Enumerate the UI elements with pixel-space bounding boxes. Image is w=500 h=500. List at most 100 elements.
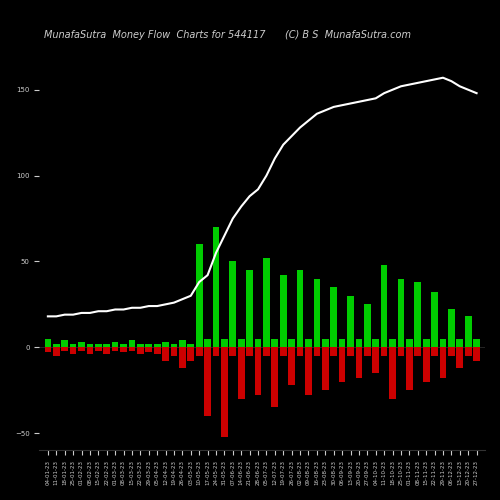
Bar bbox=[389, 348, 396, 399]
Bar bbox=[272, 338, 278, 347]
Bar bbox=[170, 348, 177, 356]
Bar bbox=[246, 270, 253, 347]
Bar bbox=[62, 348, 68, 350]
Bar bbox=[440, 348, 446, 378]
Bar bbox=[95, 344, 102, 348]
Bar bbox=[322, 348, 328, 390]
Bar bbox=[314, 348, 320, 356]
Bar bbox=[406, 348, 412, 390]
Bar bbox=[414, 348, 421, 356]
Bar bbox=[314, 278, 320, 347]
Bar bbox=[162, 348, 169, 361]
Bar bbox=[356, 338, 362, 347]
Bar bbox=[162, 342, 169, 347]
Bar bbox=[398, 278, 404, 347]
Bar bbox=[280, 348, 286, 356]
Bar bbox=[381, 348, 388, 356]
Bar bbox=[305, 338, 312, 347]
Bar bbox=[448, 348, 454, 356]
Bar bbox=[196, 348, 202, 356]
Bar bbox=[364, 304, 370, 348]
Bar bbox=[465, 348, 471, 356]
Bar bbox=[196, 244, 202, 348]
Bar bbox=[230, 348, 236, 356]
Bar bbox=[406, 338, 412, 347]
Bar bbox=[440, 338, 446, 347]
Bar bbox=[146, 348, 152, 352]
Bar bbox=[44, 348, 51, 352]
Bar bbox=[448, 310, 454, 348]
Bar bbox=[381, 265, 388, 347]
Bar bbox=[431, 292, 438, 348]
Bar bbox=[263, 258, 270, 348]
Bar bbox=[364, 348, 370, 356]
Bar bbox=[238, 338, 244, 347]
Bar bbox=[128, 340, 136, 347]
Bar bbox=[188, 348, 194, 361]
Bar bbox=[238, 348, 244, 399]
Text: (C) B S  MunafaSutra.com: (C) B S MunafaSutra.com bbox=[284, 30, 410, 40]
Bar bbox=[212, 227, 220, 348]
Bar bbox=[128, 348, 136, 350]
Bar bbox=[423, 348, 430, 382]
Bar bbox=[356, 348, 362, 378]
Bar bbox=[338, 338, 345, 347]
Bar bbox=[179, 348, 186, 368]
Bar bbox=[120, 348, 127, 352]
Bar bbox=[272, 348, 278, 408]
Bar bbox=[137, 344, 143, 348]
Bar bbox=[398, 348, 404, 356]
Text: MunafaSutra  Money Flow  Charts for 544117: MunafaSutra Money Flow Charts for 544117 bbox=[44, 30, 266, 40]
Bar bbox=[70, 348, 76, 354]
Bar bbox=[296, 270, 304, 347]
Bar bbox=[112, 342, 118, 347]
Bar bbox=[53, 348, 60, 356]
Bar bbox=[154, 344, 160, 348]
Bar bbox=[372, 338, 379, 347]
Bar bbox=[112, 348, 118, 350]
Bar bbox=[204, 338, 211, 347]
Bar bbox=[423, 338, 430, 347]
Bar bbox=[305, 348, 312, 396]
Bar bbox=[288, 338, 295, 347]
Bar bbox=[86, 348, 94, 354]
Bar bbox=[456, 338, 463, 347]
Bar bbox=[62, 340, 68, 347]
Bar bbox=[221, 338, 228, 347]
Bar bbox=[280, 275, 286, 347]
Bar bbox=[104, 344, 110, 348]
Bar bbox=[254, 348, 262, 396]
Bar bbox=[78, 342, 85, 347]
Bar bbox=[78, 348, 85, 350]
Bar bbox=[473, 338, 480, 347]
Bar bbox=[212, 348, 220, 356]
Bar bbox=[146, 344, 152, 348]
Bar bbox=[95, 348, 102, 350]
Bar bbox=[456, 348, 463, 368]
Bar bbox=[230, 262, 236, 348]
Bar bbox=[170, 344, 177, 348]
Bar bbox=[473, 348, 480, 361]
Bar bbox=[188, 344, 194, 348]
Bar bbox=[330, 287, 337, 348]
Bar bbox=[137, 348, 143, 354]
Bar bbox=[347, 296, 354, 348]
Bar bbox=[154, 348, 160, 354]
Bar bbox=[431, 348, 438, 356]
Bar bbox=[179, 340, 186, 347]
Bar bbox=[104, 348, 110, 354]
Bar bbox=[204, 348, 211, 416]
Bar bbox=[296, 348, 304, 356]
Bar bbox=[70, 344, 76, 348]
Bar bbox=[330, 348, 337, 356]
Bar bbox=[53, 344, 60, 348]
Bar bbox=[246, 348, 253, 356]
Bar bbox=[372, 348, 379, 373]
Bar bbox=[338, 348, 345, 382]
Bar bbox=[288, 348, 295, 385]
Bar bbox=[389, 338, 396, 347]
Bar bbox=[254, 338, 262, 347]
Bar bbox=[322, 338, 328, 347]
Bar bbox=[86, 344, 94, 348]
Bar bbox=[465, 316, 471, 348]
